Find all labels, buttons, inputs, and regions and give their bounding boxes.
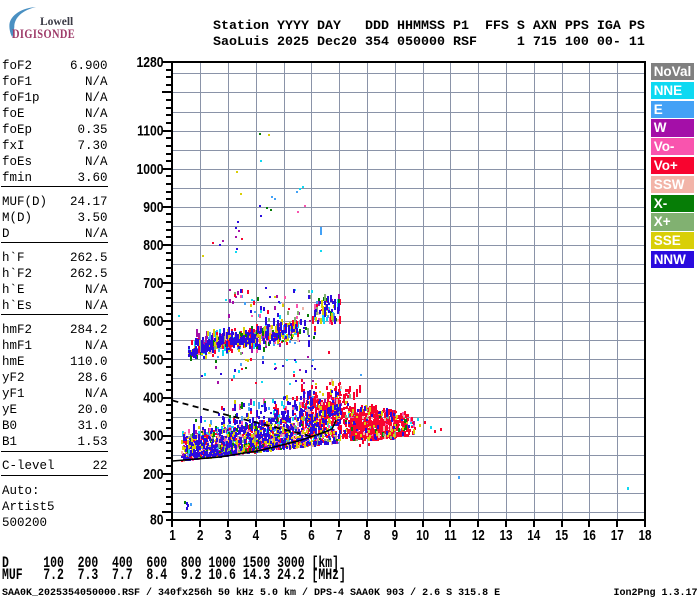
- svg-text:16: 16: [583, 527, 596, 544]
- svg-text:1: 1: [169, 527, 176, 544]
- svg-text:600: 600: [143, 313, 164, 329]
- svg-text:4: 4: [253, 527, 260, 544]
- svg-text:900: 900: [143, 199, 164, 215]
- svg-text:11: 11: [444, 527, 457, 544]
- svg-text:18: 18: [638, 527, 651, 544]
- svg-text:15: 15: [555, 527, 568, 544]
- svg-text:1000: 1000: [137, 161, 164, 177]
- svg-text:200: 200: [143, 466, 164, 482]
- svg-text:6: 6: [308, 527, 315, 544]
- svg-text:13: 13: [499, 527, 512, 544]
- svg-text:9: 9: [392, 527, 399, 544]
- svg-text:1100: 1100: [137, 122, 164, 138]
- svg-text:17: 17: [611, 527, 624, 544]
- svg-text:12: 12: [472, 527, 485, 544]
- svg-text:5: 5: [280, 527, 287, 544]
- svg-text:80: 80: [150, 511, 164, 527]
- svg-text:500: 500: [143, 351, 164, 367]
- svg-text:400: 400: [143, 389, 164, 405]
- svg-text:800: 800: [143, 237, 164, 253]
- svg-text:2: 2: [197, 527, 204, 544]
- svg-text:700: 700: [143, 275, 164, 291]
- svg-text:10: 10: [416, 527, 429, 544]
- svg-text:300: 300: [143, 427, 164, 443]
- svg-text:14: 14: [527, 527, 540, 544]
- svg-text:7: 7: [336, 527, 343, 544]
- svg-text:3: 3: [225, 527, 232, 544]
- svg-text:1280: 1280: [137, 54, 164, 70]
- svg-text:8: 8: [364, 527, 371, 544]
